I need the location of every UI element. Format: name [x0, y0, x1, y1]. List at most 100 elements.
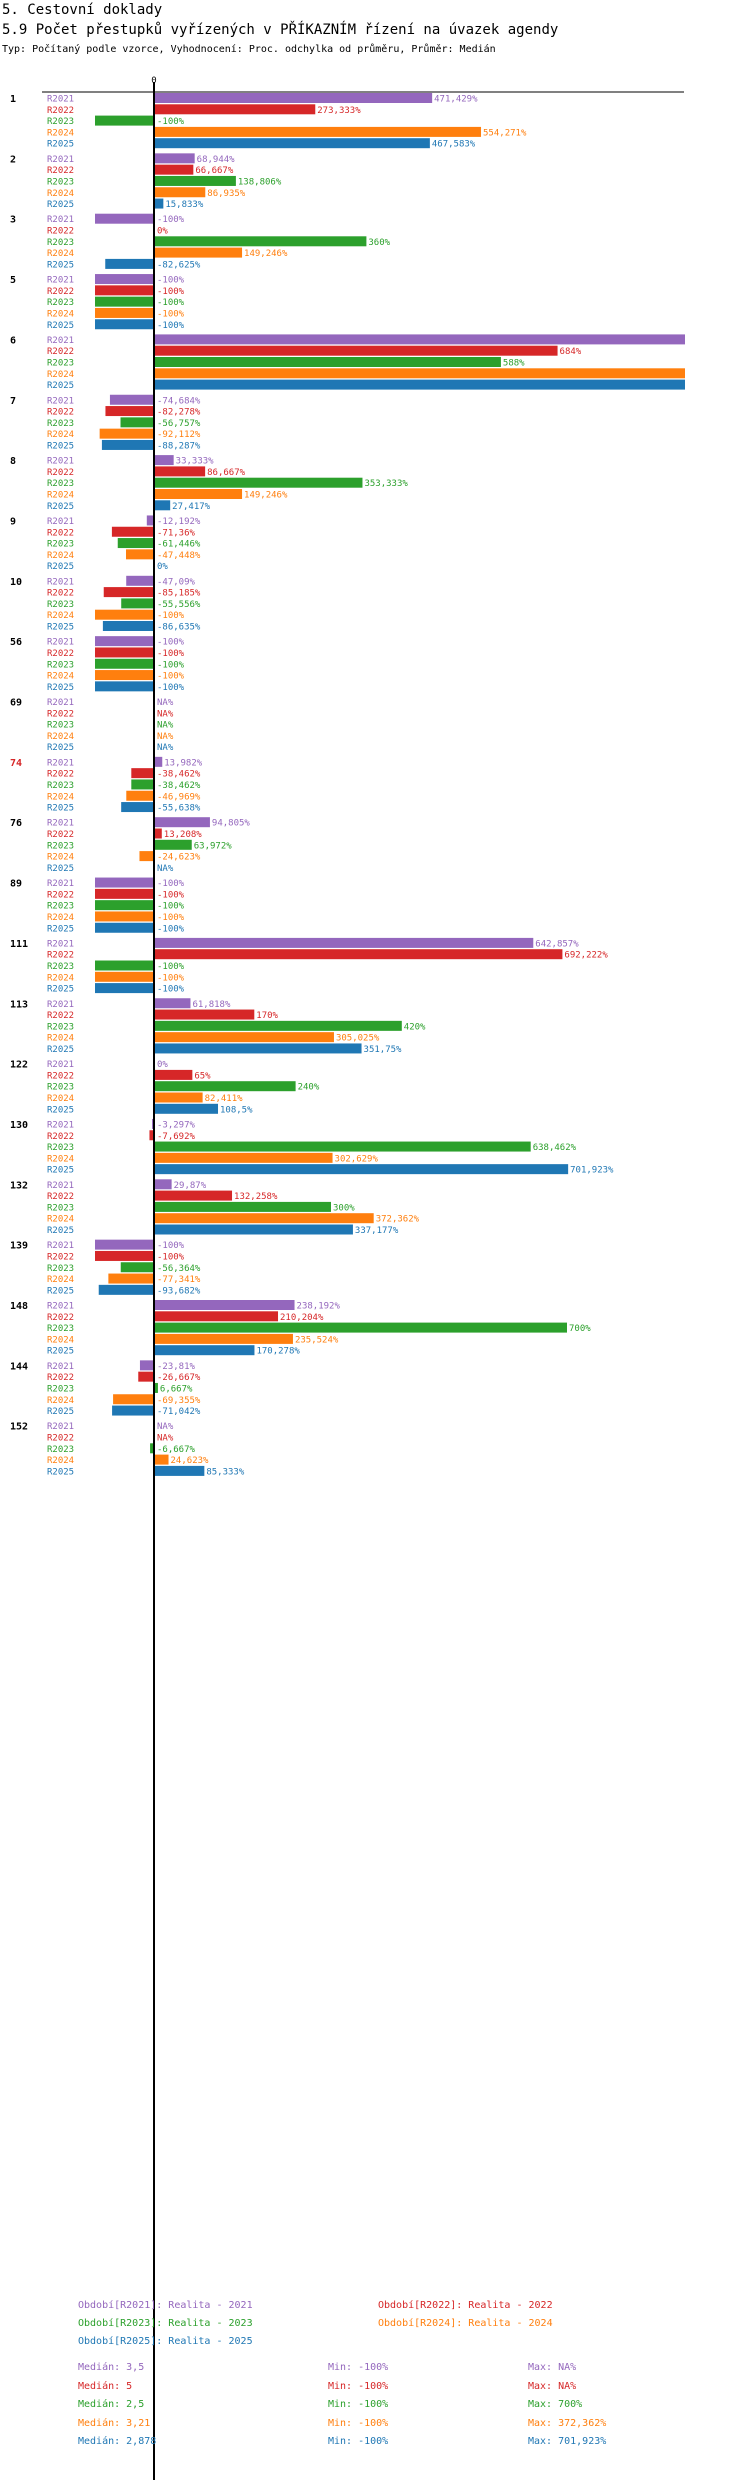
value-label-3-R2025: -82,625% — [157, 260, 201, 270]
series-label-9-R2023: R2023 — [47, 540, 74, 550]
series-label-152-R2024: R2024 — [47, 1456, 74, 1466]
bar-89-R2024 — [95, 911, 154, 922]
value-label-9-R2023: -61,446% — [157, 540, 201, 550]
series-label-8-R2025: R2025 — [47, 502, 74, 512]
series-label-56-R2023: R2023 — [47, 660, 74, 670]
stat-median-R2023: Medián: 2,5 — [78, 2399, 145, 2410]
group-label-152: 152 — [10, 1422, 28, 1433]
bar-2-R2022 — [154, 164, 194, 175]
stat-max-R2024: Max: 372,362% — [528, 2417, 607, 2429]
bar-7-R2021 — [109, 394, 154, 405]
series-label-56-R2021: R2021 — [47, 638, 74, 648]
bar-130-R2022 — [149, 1130, 154, 1141]
group-label-1: 1 — [10, 94, 16, 105]
group-label-9: 9 — [10, 516, 16, 527]
series-label-130-R2023: R2023 — [47, 1143, 74, 1153]
value-label-144-R2024: -69,355% — [157, 1396, 201, 1406]
bar-7-R2025 — [101, 439, 154, 450]
value-label-113-R2025: 351,75% — [364, 1045, 403, 1055]
bar-7-R2024 — [99, 428, 154, 439]
bar-10-R2025 — [102, 621, 154, 631]
group-label-6: 6 — [10, 335, 16, 346]
value-label-7-R2025: -88,287% — [157, 441, 201, 451]
group-label-144: 144 — [10, 1361, 28, 1372]
bar-144-R2023 — [154, 1382, 158, 1393]
series-label-9-R2021: R2021 — [47, 517, 74, 527]
value-label-132-R2021: 29,87% — [174, 1181, 207, 1191]
value-label-139-R2025: -93,682% — [157, 1286, 201, 1296]
series-label-148-R2025: R2025 — [47, 1347, 74, 1357]
series-label-69-R2024: R2024 — [47, 732, 74, 742]
value-label-122-R2021: 0% — [157, 1060, 168, 1070]
bar-130-R2024 — [154, 1152, 333, 1163]
stat-median-R2021: Medián: 3,5 — [78, 2362, 145, 2373]
value-label-3-R2021: -100% — [157, 215, 185, 225]
bar-113-R2024 — [154, 1032, 334, 1043]
bar-56-R2023 — [95, 658, 154, 669]
bar-89-R2021 — [95, 877, 154, 888]
value-label-9-R2021: -12,192% — [157, 517, 201, 527]
series-label-139-R2024: R2024 — [47, 1275, 74, 1285]
series-label-113-R2023: R2023 — [47, 1022, 74, 1032]
series-label-9-R2024: R2024 — [47, 551, 74, 561]
value-label-5-R2025: -100% — [157, 321, 185, 331]
bar-152-R2025 — [154, 1465, 205, 1476]
group-label-111: 111 — [10, 939, 28, 950]
group-label-132: 132 — [10, 1180, 28, 1191]
series-label-152-R2021: R2021 — [47, 1422, 74, 1432]
stat-min-R2025: Min: -100% — [328, 2436, 389, 2447]
bar-148-R2022 — [154, 1311, 279, 1322]
value-label-2-R2024: 86,935% — [207, 189, 246, 199]
series-label-111-R2025: R2025 — [47, 985, 74, 995]
series-label-89-R2022: R2022 — [47, 890, 74, 900]
series-label-74-R2024: R2024 — [47, 792, 74, 802]
series-label-5-R2022: R2022 — [47, 287, 74, 297]
bar-113-R2025 — [154, 1043, 362, 1054]
stat-max-R2025: Max: 701,923% — [528, 2436, 607, 2447]
series-label-3-R2023: R2023 — [47, 238, 74, 248]
bar-113-R2023 — [154, 1020, 402, 1031]
bar-132-R2022 — [154, 1190, 233, 1201]
series-label-9-R2025: R2025 — [47, 562, 74, 572]
series-label-2-R2021: R2021 — [47, 155, 74, 165]
bar-122-R2024 — [154, 1092, 203, 1103]
series-label-3-R2025: R2025 — [47, 260, 74, 270]
value-label-139-R2023: -56,364% — [157, 1264, 201, 1274]
value-label-10-R2021: -47,09% — [157, 577, 196, 587]
bar-148-R2025 — [154, 1345, 255, 1356]
bar-113-R2021 — [154, 998, 191, 1009]
series-label-76-R2025: R2025 — [47, 864, 74, 874]
value-label-56-R2024: -100% — [157, 672, 185, 682]
series-label-122-R2024: R2024 — [47, 1094, 74, 1104]
stat-median-R2024: Medián: 3,21 — [78, 2417, 151, 2429]
group-label-89: 89 — [10, 879, 22, 890]
bar-148-R2023 — [154, 1322, 567, 1333]
bar-56-R2022 — [95, 647, 154, 658]
x-axis-zero-tick-label: 0 — [151, 76, 156, 86]
series-label-69-R2025: R2025 — [47, 743, 74, 753]
bar-6-R2025 — [154, 379, 685, 390]
value-label-148-R2022: 210,204% — [280, 1313, 324, 1323]
series-label-122-R2021: R2021 — [47, 1060, 74, 1070]
value-label-148-R2025: 170,278% — [256, 1347, 300, 1357]
value-label-139-R2022: -100% — [157, 1252, 185, 1262]
series-label-130-R2021: R2021 — [47, 1120, 74, 1130]
value-label-74-R2023: -38,462% — [157, 781, 201, 791]
value-label-144-R2021: -23,81% — [157, 1362, 196, 1372]
value-label-3-R2022: 0% — [157, 227, 168, 237]
value-label-111-R2023: -100% — [157, 962, 185, 972]
bar-3-R2023 — [154, 236, 367, 247]
stat-median-R2025: Medián: 2,878 — [78, 2436, 157, 2447]
bar-5-R2024 — [95, 307, 154, 318]
bar-111-R2025 — [95, 983, 154, 994]
value-label-10-R2023: -55,556% — [157, 600, 201, 610]
bar-10-R2022 — [103, 587, 154, 598]
value-label-69-R2021: NA% — [157, 698, 174, 708]
value-label-111-R2021: 642,857% — [535, 939, 579, 949]
bar-148-R2024 — [154, 1333, 293, 1344]
stat-min-R2022: Min: -100% — [328, 2380, 389, 2392]
value-label-152-R2022: NA% — [157, 1434, 174, 1444]
series-label-6-R2025: R2025 — [47, 381, 74, 391]
value-label-3-R2024: 149,246% — [244, 249, 288, 259]
series-label-74-R2022: R2022 — [47, 770, 74, 780]
